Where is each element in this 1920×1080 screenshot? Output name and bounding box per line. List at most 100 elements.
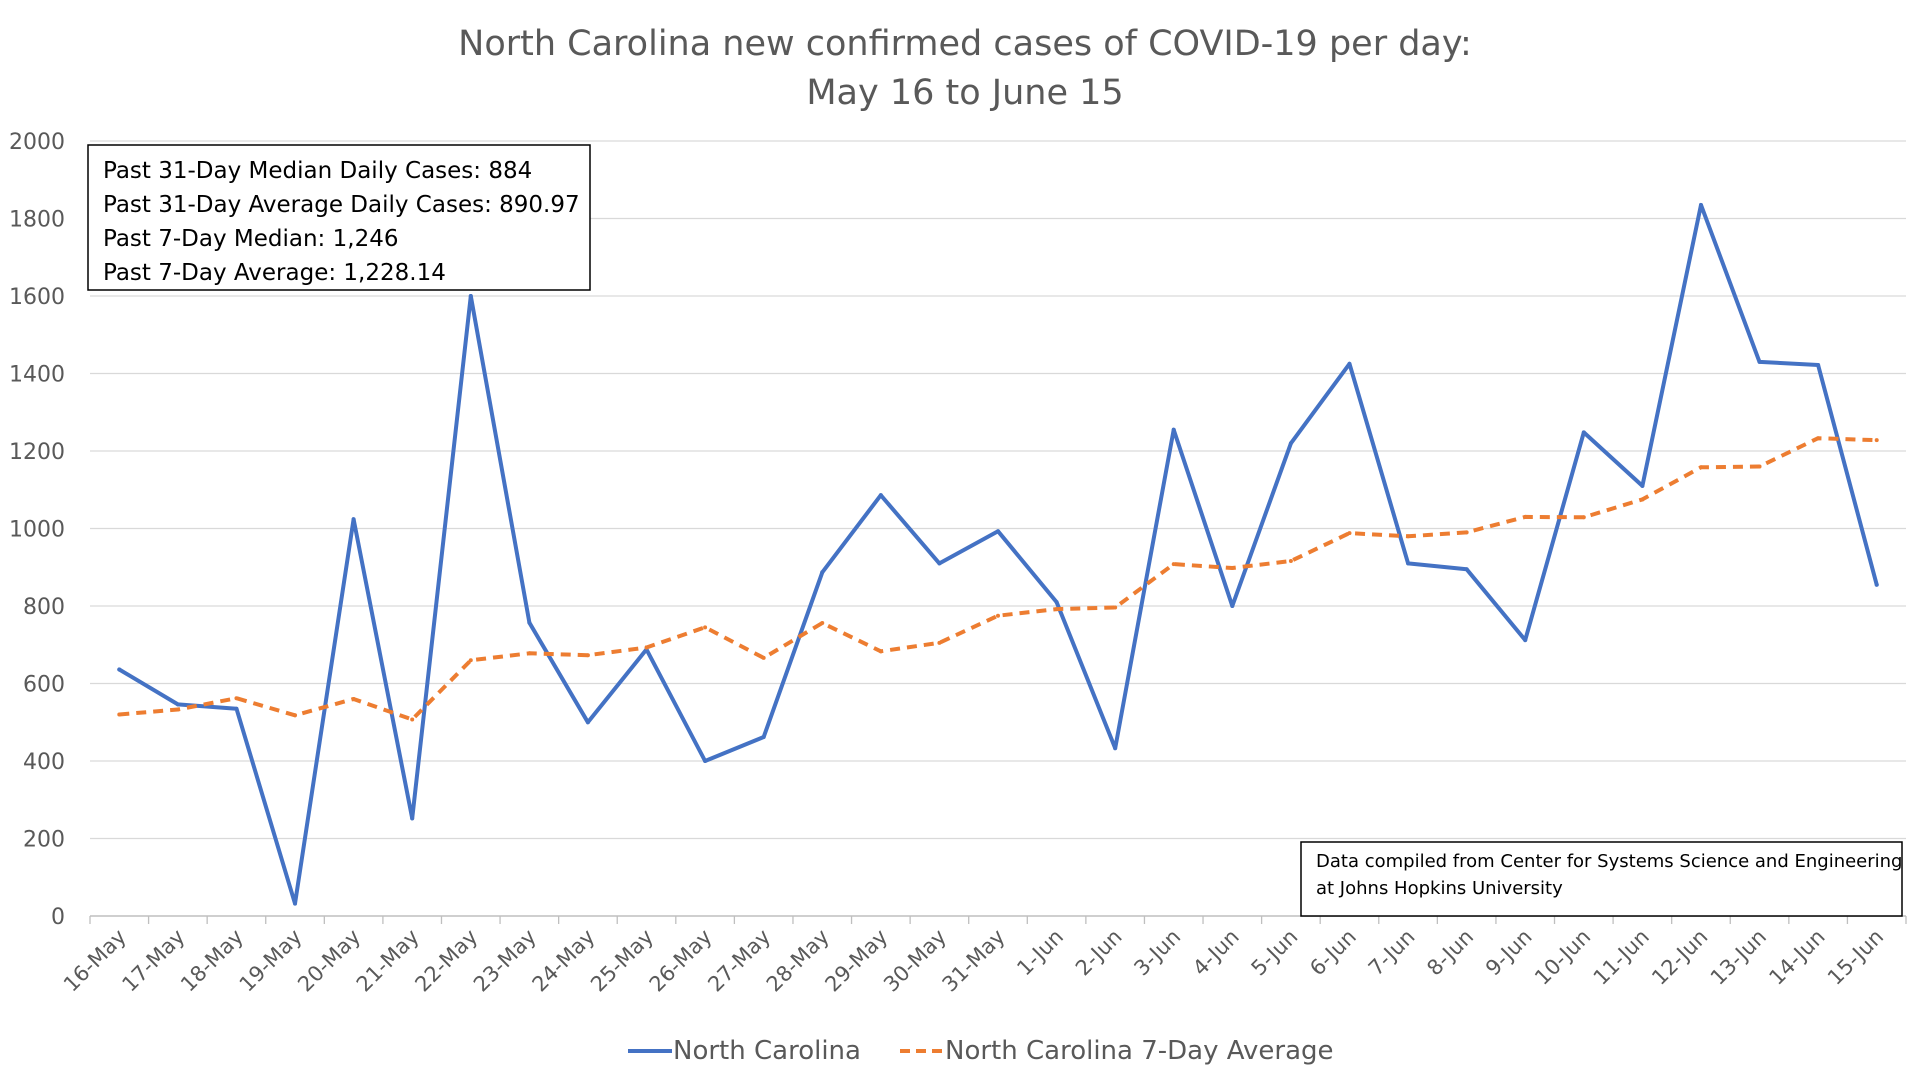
x-tick-label: 8-Jun	[1422, 925, 1478, 981]
data-point	[1113, 746, 1118, 751]
x-tick-label: 3-Jun	[1129, 925, 1185, 981]
data-point	[1406, 561, 1411, 566]
x-tick-label: 4-Jun	[1188, 925, 1244, 981]
x-tick-label: 25-May	[586, 925, 658, 997]
x-tick-label: 5-Jun	[1247, 925, 1303, 981]
y-tick-label: 2000	[9, 130, 65, 155]
stats-average-31: Past 31-Day Average Daily Cases: 890.97	[103, 192, 580, 218]
data-point	[878, 493, 883, 498]
data-point	[117, 667, 122, 672]
series-line-0	[117, 202, 1879, 906]
data-point	[1347, 531, 1352, 536]
legend-item-north-carolina: North Carolina	[628, 1036, 861, 1066]
x-tick-label: 14-Jun	[1764, 925, 1829, 990]
data-point	[1523, 638, 1528, 643]
data-point	[1230, 604, 1235, 608]
data-point	[1406, 534, 1411, 539]
legend-label-7-day-average: North Carolina 7-Day Average	[945, 1036, 1334, 1066]
x-tick-label: 13-Jun	[1706, 925, 1771, 990]
data-point	[996, 529, 1000, 534]
data-point	[351, 517, 356, 522]
source-line-1: Data compiled from Center for Systems Sc…	[1316, 851, 1903, 872]
data-point	[175, 702, 180, 707]
data-point	[996, 613, 1000, 618]
data-point	[1054, 600, 1059, 605]
y-tick-label: 1600	[9, 285, 65, 310]
x-tick-label: 10-Jun	[1530, 925, 1595, 990]
data-point	[703, 625, 708, 630]
data-point	[761, 655, 766, 660]
data-point	[175, 707, 180, 712]
stats-box: Past 31-Day Median Daily Cases: 884 Past…	[87, 144, 591, 291]
data-point	[1230, 566, 1235, 571]
x-tick-label: 28-May	[762, 925, 834, 997]
data-point	[1171, 562, 1176, 567]
data-point	[585, 653, 590, 658]
x-tick-label: 21-May	[352, 925, 424, 997]
data-point	[1113, 605, 1118, 610]
data-point	[1464, 530, 1469, 535]
chart-title-line-1: North Carolina new confirmed cases of CO…	[458, 24, 1472, 64]
data-point	[1757, 464, 1762, 469]
x-axis-tick-marks	[89, 916, 1907, 924]
data-point	[761, 734, 766, 739]
x-tick-label: 16-May	[59, 925, 131, 997]
stats-median-31: Past 31-Day Median Daily Cases: 884	[103, 158, 532, 184]
x-axis-tick-labels: 16-May17-May18-May19-May20-May21-May22-M…	[59, 925, 1888, 997]
data-point	[1874, 582, 1879, 587]
x-tick-label: 18-May	[176, 925, 248, 997]
x-tick-label: 22-May	[410, 925, 482, 997]
data-point	[351, 697, 356, 701]
y-tick-label: 800	[23, 595, 65, 620]
data-point	[1288, 441, 1293, 446]
series-lines	[117, 202, 1879, 906]
data-point	[703, 759, 708, 763]
data-point	[293, 713, 298, 718]
y-tick-label: 200	[23, 828, 65, 853]
x-tick-label: 19-May	[235, 925, 307, 997]
data-point	[878, 649, 883, 654]
data-point	[1640, 483, 1645, 488]
stats-average-7: Past 7-Day Average: 1,228.14	[103, 260, 446, 286]
data-point	[1523, 514, 1528, 519]
gridlines	[90, 140, 1906, 840]
x-tick-label: 9-Jun	[1481, 925, 1537, 981]
x-tick-label: 24-May	[528, 925, 600, 997]
y-tick-label: 600	[23, 673, 65, 698]
data-point	[820, 621, 825, 626]
y-tick-label: 400	[23, 750, 65, 775]
y-tick-label: 1800	[9, 208, 65, 233]
data-point	[1288, 559, 1293, 564]
data-point	[1581, 430, 1586, 435]
data-point	[937, 640, 942, 645]
x-tick-label: 11-Jun	[1589, 925, 1654, 990]
data-point	[410, 717, 415, 722]
legend-item-7-day-average: North Carolina 7-Day Average	[900, 1036, 1334, 1066]
x-tick-label: 15-Jun	[1823, 925, 1888, 990]
x-tick-label: 27-May	[703, 925, 775, 997]
data-point	[468, 658, 473, 663]
data-point	[1171, 427, 1176, 432]
y-tick-label: 1000	[9, 518, 65, 543]
x-tick-label: 31-May	[938, 925, 1010, 997]
data-point	[1347, 361, 1352, 366]
y-tick-label: 0	[51, 905, 65, 930]
x-tick-label: 26-May	[645, 925, 717, 997]
x-tick-label: 12-Jun	[1647, 925, 1712, 990]
data-point	[1698, 465, 1703, 470]
data-point	[527, 620, 532, 625]
data-point	[1464, 567, 1469, 572]
y-tick-label: 1200	[9, 440, 65, 465]
stats-median-7: Past 7-Day Median: 1,246	[103, 226, 398, 252]
data-point	[937, 561, 942, 566]
data-point	[468, 294, 473, 298]
data-point	[820, 570, 825, 575]
legend: North Carolina North Carolina 7-Day Aver…	[628, 1036, 1334, 1066]
x-tick-label: 20-May	[293, 925, 365, 997]
x-tick-label: 2-Jun	[1071, 925, 1127, 981]
data-point	[1816, 436, 1821, 441]
chart-title: North Carolina new confirmed cases of CO…	[458, 24, 1472, 113]
x-tick-label: 17-May	[117, 925, 189, 997]
data-point	[117, 712, 122, 717]
chart-title-line-2: May 16 to June 15	[806, 73, 1123, 113]
